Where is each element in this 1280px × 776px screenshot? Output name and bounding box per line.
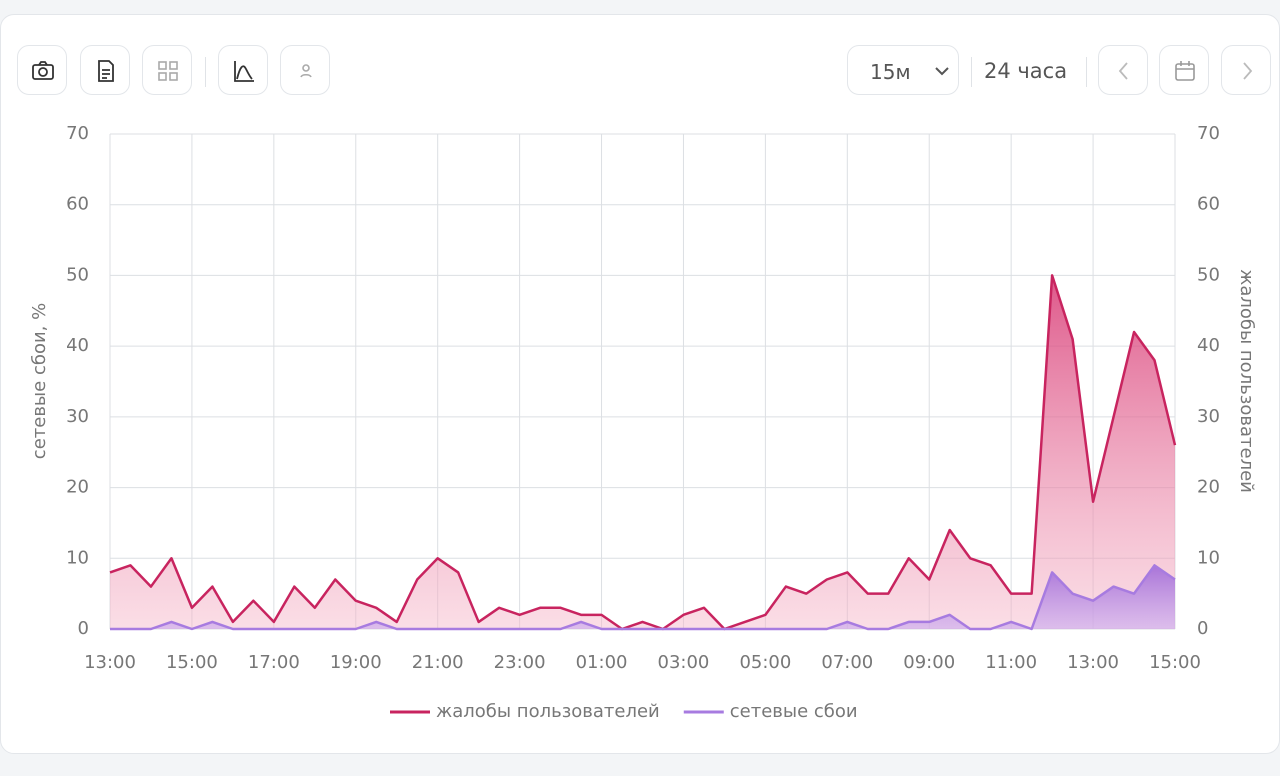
y-axis-title: сетевые сбои, % xyxy=(29,303,50,459)
x-tick-label: 05:00 xyxy=(739,652,791,673)
x-tick-label: 09:00 xyxy=(903,652,955,673)
range-label[interactable]: 24 часа xyxy=(984,59,1068,83)
y-tick-label: 60 xyxy=(66,194,89,215)
next-button[interactable] xyxy=(1221,45,1271,95)
y2-tick-label: 40 xyxy=(1197,335,1220,356)
line xyxy=(109,274,1177,631)
separator xyxy=(971,57,972,87)
x-tick-label: 07:00 xyxy=(821,652,873,673)
interval-select[interactable]: 15м xyxy=(847,45,959,95)
calendar-button[interactable] xyxy=(1159,45,1209,95)
line xyxy=(110,564,1176,631)
y-tick-label: 50 xyxy=(66,264,89,285)
y2-tick-label: 20 xyxy=(1197,477,1220,498)
x-tick-label: 11:00 xyxy=(985,652,1037,673)
area xyxy=(110,275,1175,629)
y-tick-label: 20 xyxy=(66,477,89,498)
x-tick-label: 15:00 xyxy=(1149,652,1201,673)
y2-tick-label: 50 xyxy=(1197,264,1220,285)
x-tick-label: 19:00 xyxy=(330,652,382,673)
y-tick-label: 40 xyxy=(66,335,89,356)
y-tick-label: 0 xyxy=(78,618,89,639)
document-button[interactable] xyxy=(80,45,130,95)
y-tick-label: 30 xyxy=(66,406,89,427)
y2-tick-label: 0 xyxy=(1197,618,1208,639)
x-tick-label: 15:00 xyxy=(166,652,218,673)
separator xyxy=(205,57,206,87)
prev-button[interactable] xyxy=(1098,45,1148,95)
user-button[interactable] xyxy=(280,45,330,95)
x-tick-label: 13:00 xyxy=(1067,652,1119,673)
y2-tick-label: 10 xyxy=(1197,547,1220,568)
y-tick-label: 70 xyxy=(66,123,89,144)
y-tick-label: 10 xyxy=(66,547,89,568)
x-tick-label: 23:00 xyxy=(494,652,546,673)
area xyxy=(110,565,1175,629)
x-tick-label: 17:00 xyxy=(248,652,300,673)
camera-button[interactable] xyxy=(17,45,67,95)
chart-button[interactable] xyxy=(218,45,268,95)
y2-axis-title: жалобы пользователей xyxy=(1236,269,1257,493)
separator xyxy=(1086,57,1087,87)
x-tick-label: 21:00 xyxy=(412,652,464,673)
legend-label: жалобы пользователей xyxy=(436,701,660,722)
x-tick-label: 01:00 xyxy=(576,652,628,673)
interval-value: 15м xyxy=(870,60,911,84)
grid-button[interactable] xyxy=(142,45,192,95)
y2-tick-label: 60 xyxy=(1197,194,1220,215)
x-tick-label: 03:00 xyxy=(658,652,710,673)
y2-tick-label: 70 xyxy=(1197,123,1220,144)
x-tick-label: 13:00 xyxy=(84,652,136,673)
y2-tick-label: 30 xyxy=(1197,406,1220,427)
legend-label: сетевые сбои xyxy=(730,701,858,722)
